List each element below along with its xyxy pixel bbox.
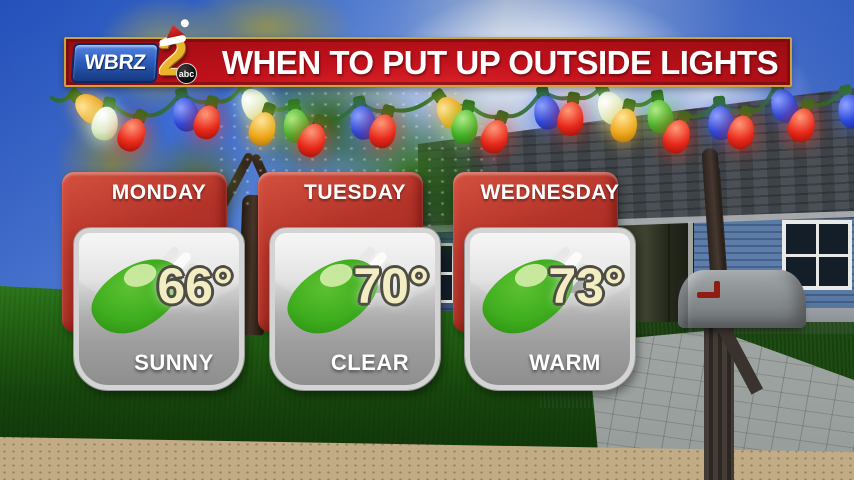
banner-title: WHEN TO PUT UP OUTSIDE LIGHTS	[221, 44, 779, 81]
card-day-label: WEDNESDAY	[480, 181, 620, 204]
card-day-label: MONDAY	[111, 181, 207, 204]
mailbox	[678, 270, 806, 328]
bulb-glass	[555, 100, 586, 138]
mailbox-flag	[697, 292, 720, 298]
card-day-label: TUESDAY	[304, 181, 406, 204]
condition-label: CLEAR	[330, 350, 410, 375]
card-panel: 73° WARM	[465, 228, 635, 390]
mailbox-flag	[714, 281, 720, 298]
window-muntin	[786, 253, 848, 257]
abc-network-badge: abc	[176, 63, 197, 84]
mailbox-door-edge	[678, 276, 688, 328]
temperature-value: 70°	[353, 258, 429, 314]
temperature-value: 73°	[548, 258, 624, 314]
green-bulb-icon	[91, 246, 198, 334]
wbrz-logo-text: WBRZ	[83, 51, 147, 74]
green-bulb-icon	[287, 246, 394, 334]
temperature-value: 66°	[157, 258, 233, 314]
banner: WBRZ 2 abc WHEN TO PUT UP OUTSIDE LIGHTS	[64, 18, 792, 87]
forecast-card: MONDAY 66° SUNNY	[62, 172, 257, 394]
green-bulb-icon	[482, 246, 589, 334]
wbrz-logo: WBRZ	[70, 43, 160, 83]
card-panel: 66° SUNNY	[74, 228, 244, 390]
forecast-card: TUESDAY 70° CLEAR	[258, 172, 453, 394]
condition-label: WARM	[529, 350, 601, 375]
condition-label: SUNNY	[134, 350, 214, 375]
forecast-card: WEDNESDAY 73° WARM	[453, 172, 648, 394]
card-panel: 70° CLEAR	[270, 228, 440, 390]
